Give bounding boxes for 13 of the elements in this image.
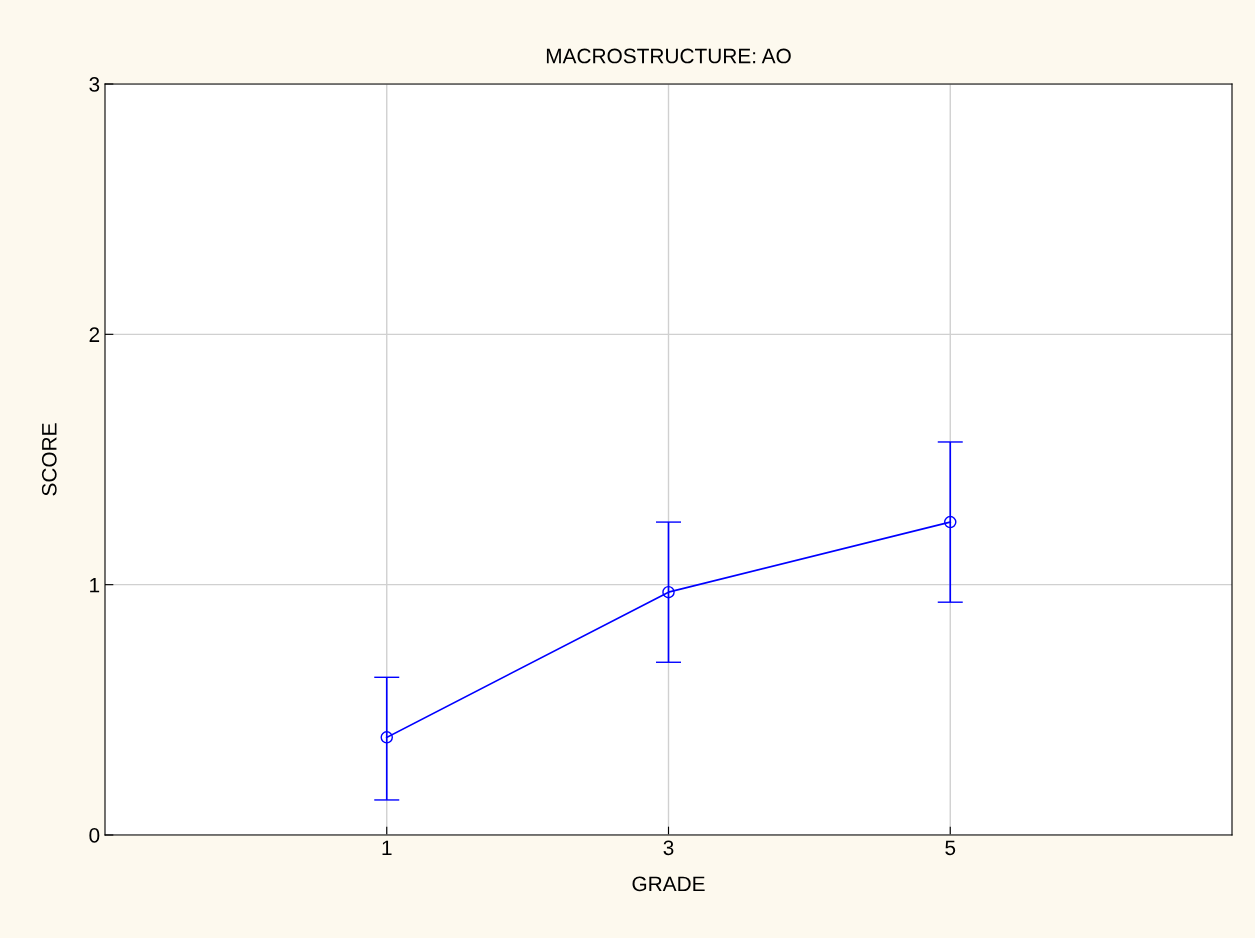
x-tick-label: 1 [382,840,392,855]
point [380,731,394,744]
y-axis-title: SCORE [41,423,57,496]
chart-title: MACROSTRUCTURE: AO [546,48,791,64]
point [662,585,675,599]
x-tick-label: 5 [945,840,956,856]
y-tick-label: 2 [89,327,100,342]
y-tick-label: 0 [89,828,100,843]
point [943,515,957,529]
y-tick-label: 1 [90,577,100,593]
y-tick-label: 3 [89,77,100,92]
x-tick-label: 3 [663,840,674,856]
x-axis-title: GRADE [632,876,705,892]
